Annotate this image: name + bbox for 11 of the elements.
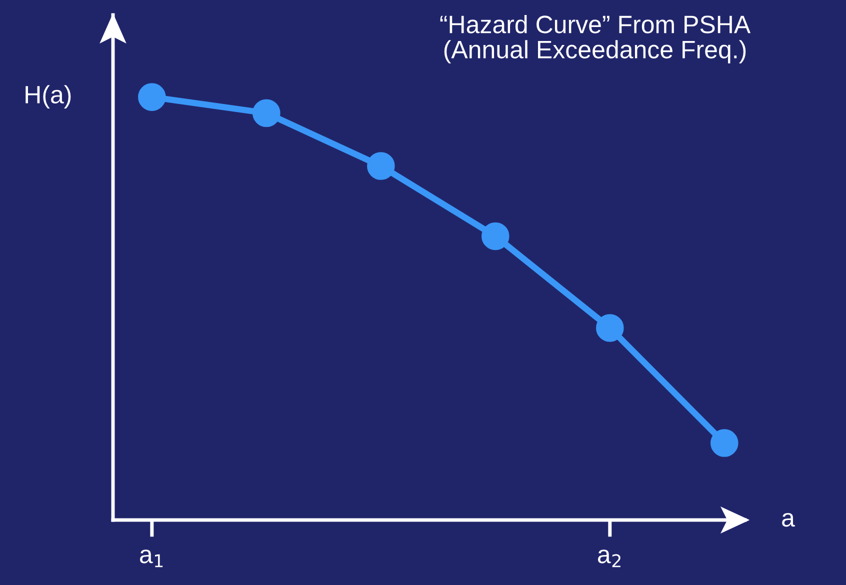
x-axis-title: a [782, 513, 795, 527]
point [482, 222, 510, 250]
point [596, 314, 624, 342]
x-tick-label: a$_{2}$ [598, 550, 620, 568]
point [138, 83, 166, 111]
point [252, 99, 280, 128]
point [710, 429, 738, 457]
x-tick-label: a$_{1}$ [140, 550, 163, 568]
chart-title: “Hazard Curve” From PSHA (Annual Exceedance Freq.) [440, 15, 751, 64]
y-axis-title: H(a) [26, 85, 71, 108]
point [367, 152, 395, 180]
